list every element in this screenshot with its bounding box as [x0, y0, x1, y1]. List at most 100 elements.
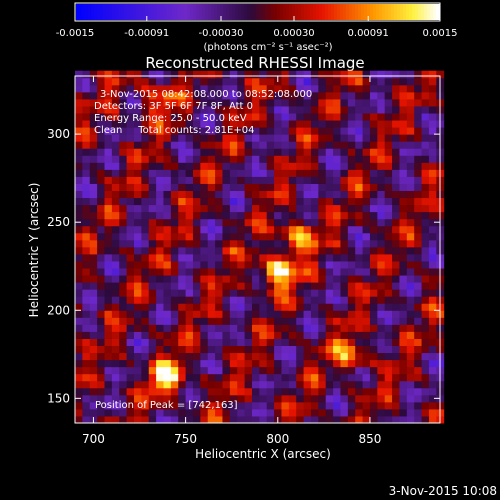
heatmap-cell: [229, 317, 238, 325]
heatmap-cell: [406, 324, 415, 332]
heatmap-cell: [406, 155, 415, 163]
heatmap-cell: [355, 232, 364, 241]
heatmap-cell: [406, 338, 415, 346]
heatmap-cell: [192, 155, 201, 163]
heatmap-cell: [318, 239, 327, 248]
heatmap-cell: [215, 148, 223, 156]
heatmap-cell: [222, 91, 231, 100]
heatmap-cell: [237, 204, 246, 213]
heatmap-cell: [200, 105, 209, 114]
heatmap-cell: [192, 70, 201, 79]
heatmap-cell: [126, 317, 135, 325]
heatmap-cell: [222, 387, 231, 396]
heatmap-cell: [406, 317, 415, 325]
heatmap-cell: [200, 98, 209, 107]
heatmap-cell: [222, 359, 231, 368]
heatmap-cell: [399, 408, 408, 417]
heatmap-cell: [222, 282, 231, 290]
heatmap-cell: [251, 127, 260, 135]
heatmap-cell: [170, 169, 179, 177]
heatmap-cell: [104, 211, 113, 220]
heatmap-cell: [399, 112, 408, 121]
heatmap-cell: [215, 394, 223, 403]
heatmap-cell: [369, 296, 378, 304]
heatmap-cell: [119, 91, 128, 100]
heatmap-cell: [148, 408, 157, 417]
heatmap-cell: [133, 204, 142, 213]
heatmap-cell: [133, 260, 142, 269]
heatmap-cell: [185, 120, 194, 128]
heatmap-cell: [369, 232, 378, 241]
colorbar-cell: [232, 4, 236, 20]
heatmap-cell: [222, 218, 231, 227]
heatmap-cell: [200, 134, 209, 142]
heatmap-cell: [414, 190, 423, 199]
heatmap-cell: [251, 211, 260, 220]
heatmap-cell: [355, 155, 364, 163]
heatmap-cell: [185, 317, 194, 325]
heatmap-cell: [355, 204, 364, 213]
heatmap-cell: [414, 239, 423, 248]
heatmap-cell: [133, 310, 142, 318]
heatmap-cell: [229, 289, 238, 297]
heatmap-cell: [178, 134, 187, 142]
colorbar-cell: [340, 4, 344, 20]
heatmap-cell: [406, 98, 415, 107]
heatmap-cell: [259, 359, 268, 368]
heatmap-cell: [119, 373, 128, 382]
heatmap-cell: [377, 345, 386, 354]
heatmap-cell: [333, 331, 341, 339]
annotation-time-range: 3-Nov-2015 08:42:08.000 to 08:52:08.000: [100, 89, 312, 100]
colorbar-cell: [100, 4, 104, 20]
heatmap-cell: [421, 204, 430, 213]
heatmap-cell: [222, 303, 231, 311]
heatmap-cell: [392, 338, 400, 346]
heatmap-cell: [399, 204, 408, 213]
heatmap-cell: [421, 289, 430, 297]
heatmap-cell: [133, 408, 142, 417]
heatmap-cell: [126, 275, 135, 283]
heatmap-cell: [369, 267, 378, 276]
heatmap-cell: [178, 162, 187, 170]
heatmap-cell: [369, 373, 378, 382]
heatmap-cell: [156, 197, 164, 206]
heatmap-cell: [97, 134, 105, 142]
heatmap-cell: [104, 408, 113, 417]
heatmap-cell: [259, 394, 268, 403]
heatmap-cell: [428, 155, 437, 163]
heatmap-cell: [399, 267, 408, 276]
heatmap-cell: [310, 253, 319, 262]
heatmap-cell: [421, 141, 430, 149]
heatmap-cell: [340, 415, 349, 424]
heatmap-cell: [414, 176, 423, 184]
heatmap-cell: [325, 373, 334, 382]
heatmap-cell: [399, 352, 408, 361]
heatmap-cell: [296, 134, 305, 142]
heatmap-cell: [251, 380, 260, 389]
heatmap-cell: [156, 141, 164, 149]
heatmap-cell: [215, 275, 223, 283]
heatmap-cell: [355, 303, 364, 311]
heatmap-cell: [266, 211, 275, 220]
heatmap-cell: [369, 120, 378, 128]
heatmap-cell: [229, 387, 238, 396]
heatmap-cell: [274, 70, 282, 79]
heatmap-cell: [244, 317, 253, 325]
heatmap-cell: [97, 380, 105, 389]
heatmap-cell: [237, 105, 246, 114]
heatmap-cell: [392, 105, 400, 114]
heatmap-cell: [119, 338, 128, 346]
heatmap-cell: [377, 303, 386, 311]
heatmap-cell: [237, 289, 246, 297]
heatmap-cell: [133, 331, 142, 339]
heatmap-cell: [222, 134, 231, 142]
heatmap-cell: [406, 225, 415, 234]
heatmap-cell: [192, 373, 201, 382]
heatmap-cell: [406, 352, 415, 361]
heatmap-cell: [185, 84, 194, 93]
heatmap-cell: [310, 303, 319, 311]
heatmap-cell: [259, 373, 268, 382]
heatmap-cell: [310, 176, 319, 184]
heatmap-cell: [141, 70, 150, 79]
heatmap-cell: [156, 134, 164, 142]
